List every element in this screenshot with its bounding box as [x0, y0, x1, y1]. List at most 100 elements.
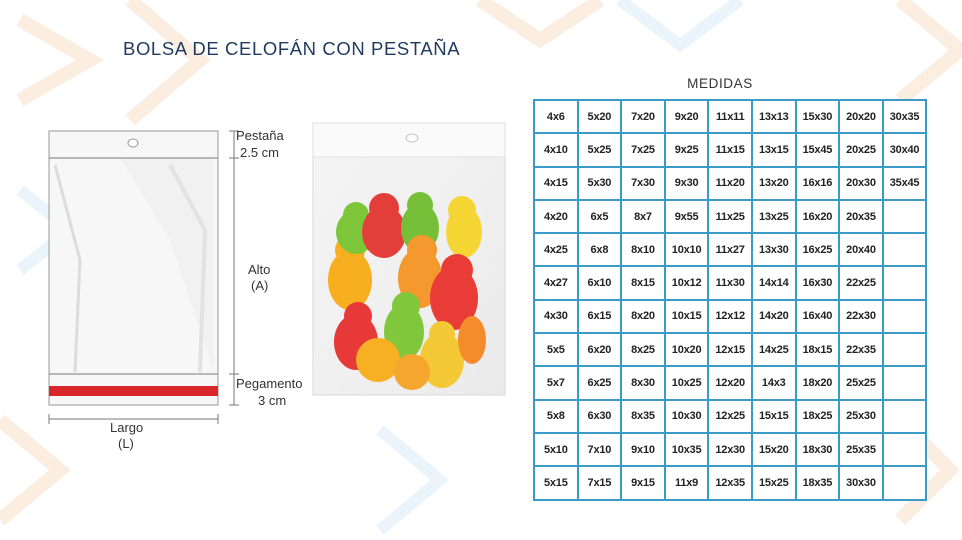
size-cell: 13x15 [750, 132, 797, 168]
size-cell: 6x20 [576, 332, 623, 368]
size-cell: 5x5 [533, 332, 579, 368]
size-cell: 4x20 [533, 198, 579, 235]
size-cell: 18x15 [794, 332, 841, 368]
size-cell: 9x10 [620, 431, 666, 468]
table-row: 4x27 6x10 8x15 10x12 11x30 14x14 16x30 22x25 [533, 265, 928, 301]
size-cell: 14x14 [750, 265, 797, 301]
table-row: 5x10 7x10 9x10 10x35 12x30 15x20 18x30 25x35 [533, 431, 928, 468]
size-cell: 5x20 [576, 98, 623, 135]
size-cell: 8x25 [620, 332, 666, 368]
size-cell: 11x27 [707, 232, 753, 268]
size-cell: 6x15 [576, 298, 623, 335]
sizes-title: MEDIDAS [687, 76, 753, 91]
size-cell: 5x8 [533, 398, 579, 434]
table-row: 4x20 6x5 8x7 9x55 11x25 13x25 16x20 20x35 [533, 198, 928, 235]
size-cell: 10x12 [663, 265, 710, 301]
size-cell [881, 265, 928, 301]
size-cell: 9x15 [620, 465, 666, 501]
size-cell: 8x20 [620, 298, 666, 335]
size-cell: 6x25 [576, 365, 623, 401]
size-cell: 15x15 [750, 398, 797, 434]
table-row: 5x8 6x30 8x35 10x30 12x25 15x15 18x25 25x30 [533, 398, 928, 434]
size-cell: 11x30 [707, 265, 753, 301]
size-cell: 5x30 [576, 165, 623, 201]
size-cell: 10x35 [663, 431, 710, 468]
size-cell: 8x7 [620, 198, 666, 235]
size-cell: 5x15 [533, 465, 579, 501]
size-cell: 8x30 [620, 365, 666, 401]
sizes-table: 4x6 5x20 7x20 9x20 11x11 13x13 15x30 20x20 30x35… [533, 98, 928, 501]
size-cell: 16x25 [794, 232, 841, 268]
glue-strip [49, 386, 218, 396]
size-cell: 12x35 [707, 465, 753, 501]
size-cell: 18x20 [794, 365, 841, 401]
size-cell: 25x25 [838, 365, 884, 401]
size-cell: 9x55 [663, 198, 710, 235]
size-cell [881, 431, 928, 468]
size-cell: 15x30 [794, 98, 841, 135]
table-row: 4x6 5x20 7x20 9x20 11x11 13x13 15x30 20x20 30x35 [533, 98, 928, 135]
size-cell: 14x20 [750, 298, 797, 335]
size-cell [881, 332, 928, 368]
size-cell: 10x20 [663, 332, 710, 368]
bag-diagram [48, 130, 239, 424]
size-cell: 20x30 [838, 165, 884, 201]
hang-hole [127, 138, 139, 148]
size-cell: 13x13 [750, 98, 797, 135]
size-cell: 7x30 [620, 165, 666, 201]
size-cell: 16x16 [794, 165, 841, 201]
width-label: Largo [110, 420, 144, 435]
size-cell: 35x45 [881, 165, 928, 201]
table-row: 5x15 7x15 9x15 11x9 12x35 15x25 18x35 30x30 [533, 465, 928, 501]
size-cell: 15x20 [750, 431, 797, 468]
height-label: Alto [248, 262, 271, 277]
table-row: 5x7 6x25 8x30 10x25 12x20 14x3 18x20 25x25 [533, 365, 928, 401]
tab-size: 2.5 cm [240, 145, 280, 160]
size-cell: 12x15 [707, 332, 753, 368]
product-photo [312, 122, 506, 396]
size-cell: 12x20 [707, 365, 753, 401]
size-cell: 15x45 [794, 132, 841, 168]
size-cell: 20x20 [838, 98, 884, 135]
size-cell: 4x30 [533, 298, 579, 335]
size-cell: 13x30 [750, 232, 797, 268]
size-cell: 11x20 [707, 165, 753, 201]
size-cell: 10x25 [663, 365, 710, 401]
size-cell: 4x10 [533, 132, 579, 168]
tab-label: Pestaña [236, 128, 284, 143]
size-cell: 5x10 [533, 431, 579, 468]
size-cell: 12x25 [707, 398, 753, 434]
size-cell: 18x30 [794, 431, 841, 468]
size-cell [881, 365, 928, 401]
size-cell: 16x40 [794, 298, 841, 335]
size-cell: 8x10 [620, 232, 666, 268]
size-cell: 13x20 [750, 165, 797, 201]
width-code: (L) [118, 436, 134, 451]
height-code: (A) [251, 278, 269, 293]
size-cell: 7x25 [620, 132, 666, 168]
size-cell: 4x15 [533, 165, 579, 201]
size-cell: 5x7 [533, 365, 579, 401]
size-cell: 30x35 [881, 98, 928, 135]
size-cell: 7x10 [576, 431, 623, 468]
size-cell [881, 465, 928, 501]
gummy-bears [328, 192, 486, 390]
size-cell: 8x35 [620, 398, 666, 434]
size-cell: 9x20 [663, 98, 710, 135]
size-cell: 7x20 [620, 98, 666, 135]
size-cell: 9x30 [663, 165, 710, 201]
size-cell: 25x30 [838, 398, 884, 434]
size-cell: 11x15 [707, 132, 753, 168]
size-cell: 22x25 [838, 265, 884, 301]
size-cell: 18x25 [794, 398, 841, 434]
size-cell [881, 198, 928, 235]
bag-film [52, 158, 214, 372]
table-row: 5x5 6x20 8x25 10x20 12x15 14x25 18x15 22x35 [533, 332, 928, 368]
size-cell: 30x30 [838, 465, 884, 501]
size-cell: 6x30 [576, 398, 623, 434]
size-cell [881, 398, 928, 434]
table-row: 4x25 6x8 8x10 10x10 11x27 13x30 16x25 20x40 [533, 232, 928, 268]
size-cell: 20x25 [838, 132, 884, 168]
size-cell: 13x25 [750, 198, 797, 235]
size-cell: 6x10 [576, 265, 623, 301]
